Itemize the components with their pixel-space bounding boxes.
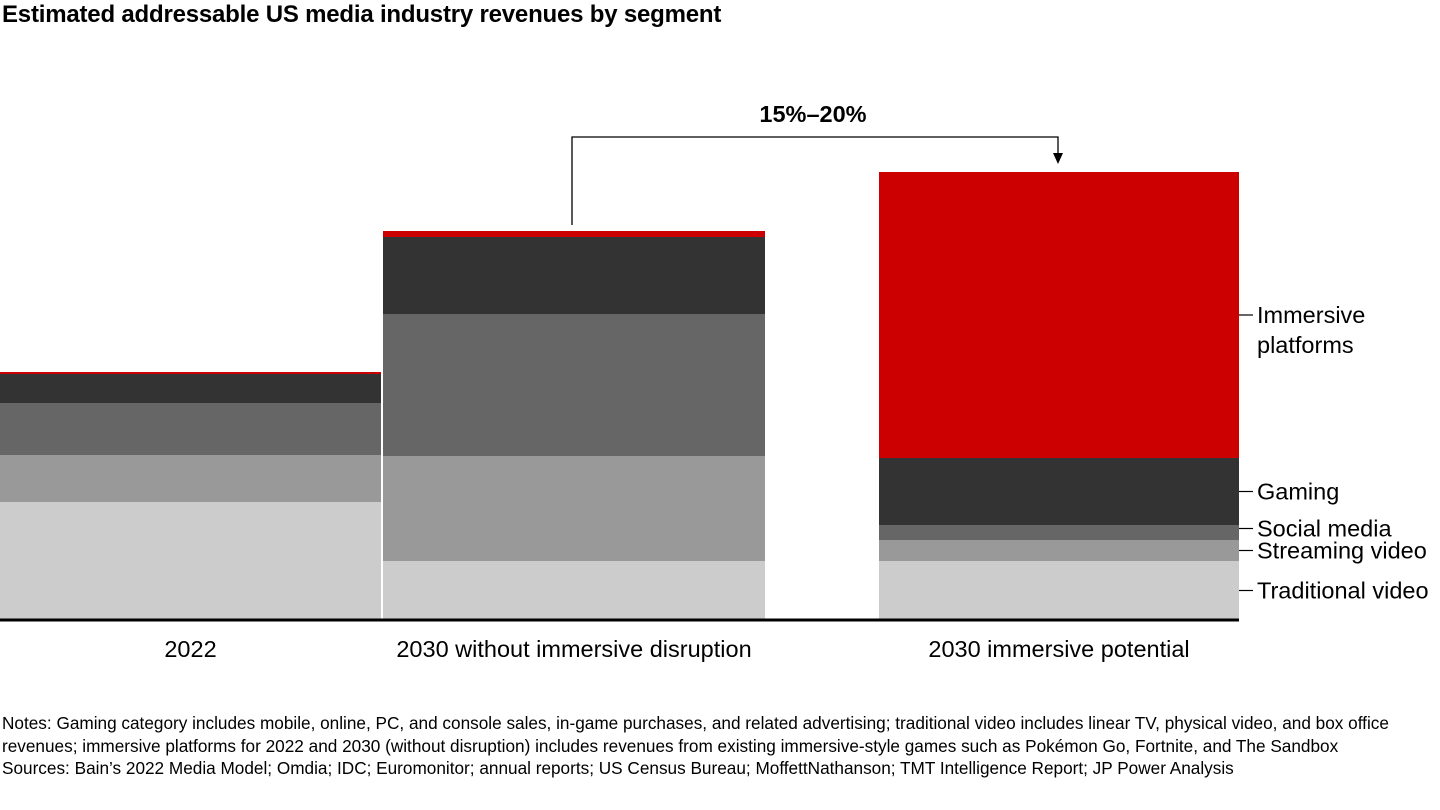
annotation-label: 15%–20% <box>759 101 866 127</box>
x-label-2030-without-immersive-disruption: 2030 without immersive disruption <box>396 636 751 662</box>
growth-annotation: 15%–20% <box>571 101 1063 225</box>
legend-label-social-media: Social media <box>1257 516 1392 542</box>
bar-2022-traditional-video <box>0 502 381 620</box>
x-label-2030-immersive-potential: 2030 immersive potential <box>928 636 1189 662</box>
bar-2030-without-immersive-disruption-streaming-video <box>383 456 765 561</box>
legend-label-traditional-video: Traditional video <box>1257 578 1429 604</box>
legend-label-immersive-platforms: Immersive platforms <box>1257 302 1365 358</box>
bar-2030-immersive-potential-streaming-video <box>879 540 1239 561</box>
bar-stacks <box>0 172 1239 620</box>
bar-2030-without-immersive-disruption-immersive-platforms <box>383 231 765 237</box>
notes-block: Notes: Gaming category includes mobile, … <box>2 712 1438 780</box>
bar-2030-without-immersive-disruption-gaming <box>383 237 765 314</box>
x-label-2022: 2022 <box>164 636 216 662</box>
bar-2030-immersive-potential-traditional-video <box>879 561 1239 620</box>
legend-label-gaming: Gaming <box>1257 479 1339 505</box>
annotation-arrowhead <box>1053 153 1063 164</box>
bar-2030-without-immersive-disruption-traditional-video <box>383 561 765 620</box>
bar-2030-without-immersive-disruption-social-media <box>383 314 765 456</box>
notes-text: Notes: Gaming category includes mobile, … <box>2 713 1389 756</box>
bar-2022-gaming <box>0 374 381 403</box>
chart-title: Estimated addressable US media industry … <box>2 1 722 28</box>
sources-text: Sources: Bain’s 2022 Media Model; Omdia;… <box>2 758 1234 778</box>
bar-2022-social-media <box>0 403 381 455</box>
x-axis-labels: 2022 2030 without immersive disruption 203… <box>164 636 1189 662</box>
bar-2022-streaming-video <box>0 455 381 502</box>
bar-2030-immersive-potential-gaming <box>879 458 1239 525</box>
bar-2030-immersive-potential-social-media <box>879 525 1239 540</box>
legend-label-streaming-video: Streaming video <box>1257 538 1427 564</box>
annotation-bracket <box>571 136 1059 225</box>
bar-2022-immersive-platforms <box>0 372 381 374</box>
bar-2030-immersive-potential-immersive-platforms <box>879 172 1239 458</box>
